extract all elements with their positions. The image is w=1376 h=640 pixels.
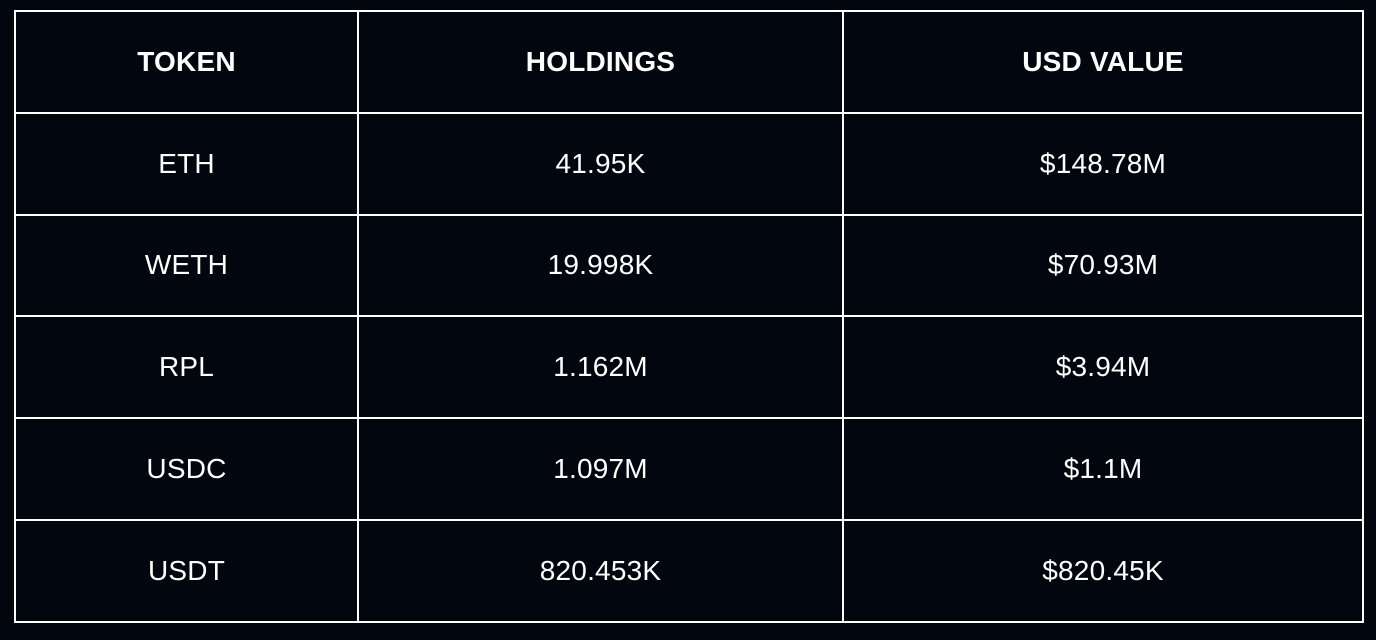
cell-token: RPL bbox=[14, 315, 359, 420]
cell-token: USDC bbox=[14, 417, 359, 521]
header-holdings: HOLDINGS bbox=[357, 10, 844, 114]
cell-token: WETH bbox=[14, 213, 359, 318]
table-row-weth: WETH 19.998K $70.93M bbox=[14, 213, 1364, 318]
cell-usd-value: $148.78M bbox=[842, 111, 1364, 216]
header-usd-value: USD VALUE bbox=[842, 10, 1364, 114]
table-row-usdc: USDC 1.097M $1.1M bbox=[14, 417, 1364, 521]
cell-usd-value: $1.1M bbox=[842, 417, 1364, 521]
cell-usd-value: $3.94M bbox=[842, 315, 1364, 420]
cell-token: USDT bbox=[14, 518, 359, 623]
header-token: TOKEN bbox=[14, 10, 359, 114]
cell-holdings: 41.95K bbox=[357, 111, 844, 216]
cell-usd-value: $820.45K bbox=[842, 518, 1364, 623]
header-row: TOKEN HOLDINGS USD VALUE bbox=[14, 10, 1364, 114]
cell-holdings: 19.998K bbox=[357, 213, 844, 318]
cell-holdings: 1.097M bbox=[357, 417, 844, 521]
cell-holdings: 820.453K bbox=[357, 518, 844, 623]
cell-usd-value: $70.93M bbox=[842, 213, 1364, 318]
table-row-eth: ETH 41.95K $148.78M bbox=[14, 111, 1364, 216]
cell-holdings: 1.162M bbox=[357, 315, 844, 420]
table-row-usdt: USDT 820.453K $820.45K bbox=[14, 518, 1364, 623]
cell-token: ETH bbox=[14, 111, 359, 216]
table-row-rpl: RPL 1.162M $3.94M bbox=[14, 315, 1364, 420]
token-holdings-table: TOKEN HOLDINGS USD VALUE ETH 41.95K $148… bbox=[14, 10, 1364, 623]
